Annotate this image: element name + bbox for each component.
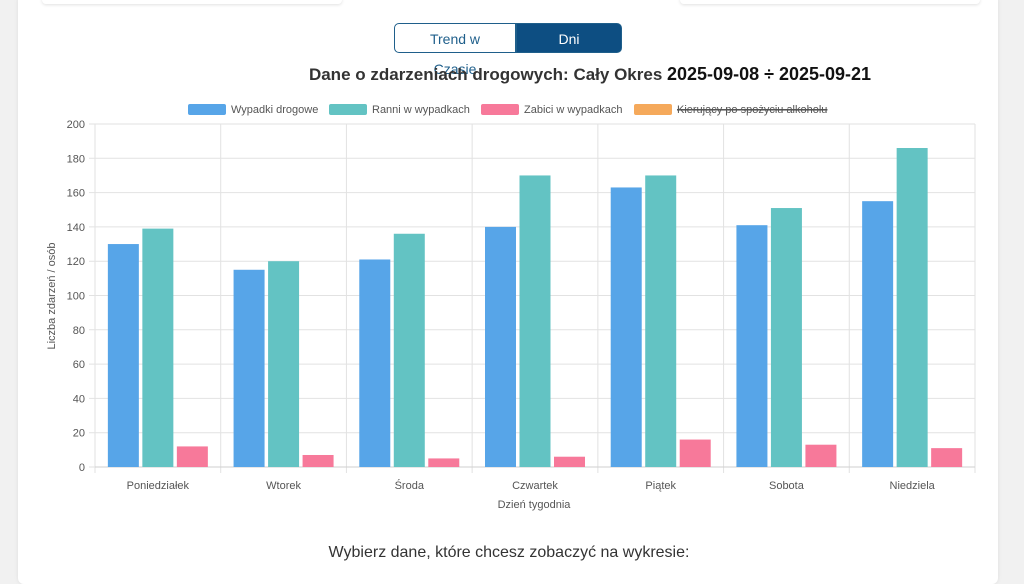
y-tick-label: 120 xyxy=(67,256,85,268)
chart-legend: Wypadki drogowe Ranni w wypadkach Zabici w… xyxy=(188,104,828,116)
y-tick-label: 80 xyxy=(73,325,85,337)
legend-swatch xyxy=(188,104,226,115)
y-tick-label: 140 xyxy=(67,222,85,234)
bar-2-1[interactable] xyxy=(142,228,174,467)
bar-2-7[interactable] xyxy=(896,148,928,467)
x-axis-ticks: Poniedziałek Wtorek Środa Czwartek Piątek Sob… xyxy=(127,479,936,492)
legend-label: Wypadki drogowe xyxy=(231,104,318,116)
y-tick-label: 100 xyxy=(67,291,85,303)
x-tick-label: Sobota xyxy=(769,480,805,492)
legend-swatch xyxy=(634,104,672,115)
legend-item[interactable]: Ranni w wypadkach xyxy=(329,104,470,116)
top-panel-right xyxy=(680,0,980,4)
chart-title-dates: 2025-09-08 ÷ 2025-09-21 xyxy=(667,64,872,84)
x-tick-label: Niedziela xyxy=(890,480,936,492)
x-tick-label: Środa xyxy=(395,479,425,492)
y-tick-label: 60 xyxy=(73,359,85,371)
bar-3-6[interactable] xyxy=(805,444,837,467)
y-axis-label: Liczba zdarzeń / osób xyxy=(46,242,58,349)
legend-swatch xyxy=(329,104,367,115)
chart-title: Dane o zdarzeniach drogowych: Cały Okres… xyxy=(0,64,1024,85)
bar-2-4[interactable] xyxy=(519,175,551,467)
bar-3-2[interactable] xyxy=(302,454,334,467)
x-tick-label: Wtorek xyxy=(266,480,301,492)
bar-1-6[interactable] xyxy=(736,225,768,467)
y-tick-label: 0 xyxy=(79,462,85,474)
x-tick-label: Piątek xyxy=(645,480,676,492)
tab-dni-tygodnia[interactable]: Dni Tygodnia xyxy=(516,23,622,77)
y-tick-label: 180 xyxy=(67,153,85,165)
bar-2-2[interactable] xyxy=(268,261,300,467)
legend-item[interactable]: Zabici w wypadkach xyxy=(481,104,622,116)
bar-3-4[interactable] xyxy=(554,456,585,467)
y-tick-label: 160 xyxy=(67,188,85,200)
chart-title-prefix: Dane o zdarzeniach drogowych: Cały Okres xyxy=(308,65,663,84)
bar-1-2[interactable] xyxy=(233,269,265,467)
data-selection-prompt: Wybierz dane, które chcesz zobaczyć na w… xyxy=(328,544,690,561)
legend-item[interactable]: Wypadki drogowe xyxy=(188,104,318,116)
legend-label: Zabici w wypadkach xyxy=(524,104,622,116)
x-tick-label: Poniedziałek xyxy=(127,480,190,492)
bar-1-5[interactable] xyxy=(610,187,642,467)
y-tick-label: 40 xyxy=(73,393,85,405)
legend-label: Ranni w wypadkach xyxy=(372,104,470,116)
view-tabs: Trend w Czasie Dni Tygodnia xyxy=(394,23,622,77)
bar-1-3[interactable] xyxy=(359,259,391,467)
legend-swatch xyxy=(481,104,519,115)
bar-3-1[interactable] xyxy=(176,446,208,467)
y-axis-ticks: 0 20 40 60 80 100 120 140 160 180 200 xyxy=(67,119,85,474)
bar-1-1[interactable] xyxy=(107,244,139,467)
bar-2-6[interactable] xyxy=(770,208,802,467)
x-axis-label: Dzień tygodnia xyxy=(498,499,572,511)
bar-3-3[interactable] xyxy=(428,458,460,467)
bar-2-3[interactable] xyxy=(393,233,425,467)
bar-1-4[interactable] xyxy=(485,226,516,467)
top-panel-left xyxy=(42,0,342,4)
y-tick-label: 20 xyxy=(73,428,85,440)
bar-3-5[interactable] xyxy=(679,439,711,467)
bar-3-7[interactable] xyxy=(931,448,963,467)
chart-bars xyxy=(107,148,963,468)
x-tick-label: Czwartek xyxy=(512,480,558,492)
tab-trend-w-czasie[interactable]: Trend w Czasie xyxy=(394,23,516,77)
bar-1-7[interactable] xyxy=(862,201,894,468)
bar-2-5[interactable] xyxy=(645,175,677,467)
y-tick-label: 200 xyxy=(67,119,85,131)
